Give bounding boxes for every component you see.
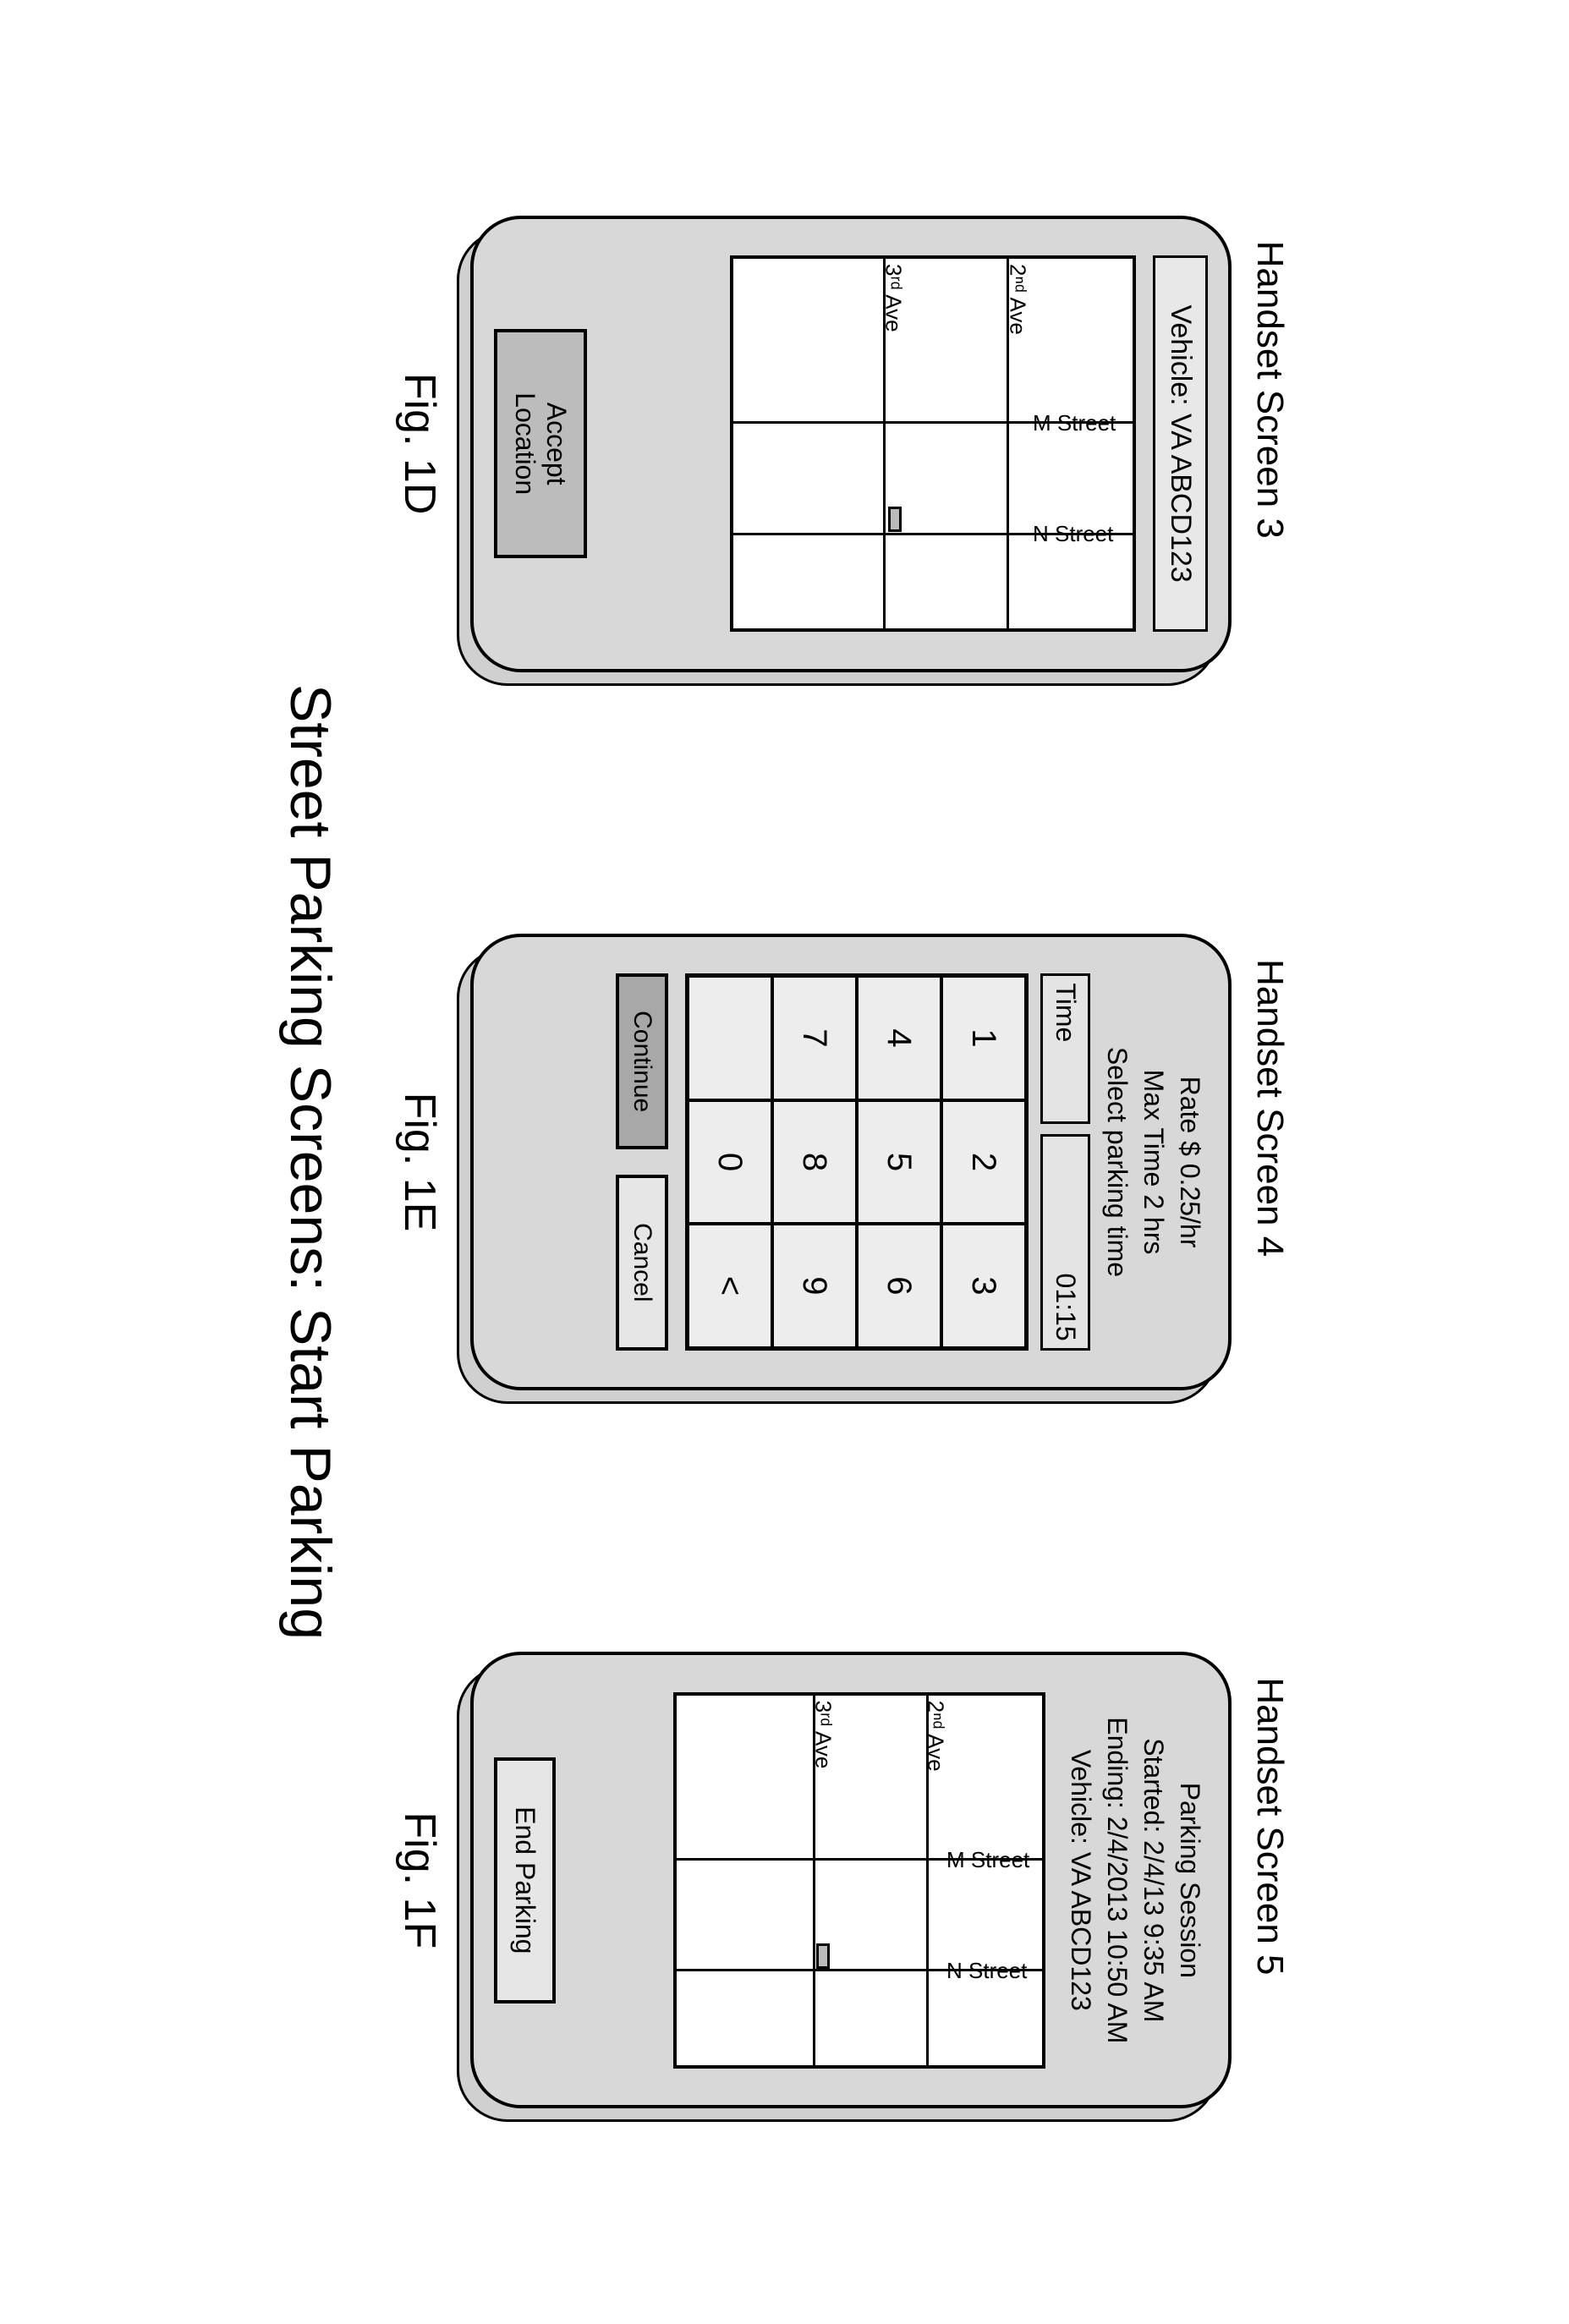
screen-3-title: Handset Screen 3: [1249, 241, 1292, 539]
time-value[interactable]: 01:15: [1040, 1134, 1090, 1350]
key-backspace[interactable]: <: [688, 1224, 772, 1347]
end-parking-button[interactable]: End Parking: [495, 1757, 557, 2003]
key-1[interactable]: 1: [941, 976, 1026, 1099]
map-3[interactable]: 2ⁿᵈ Ave 3ʳᵈ Ave M Street N Street: [731, 255, 1137, 632]
device-4: Rate $ 0.25/hr Max Time 2 hrs Select par…: [471, 934, 1232, 1390]
key-9[interactable]: 9: [772, 1224, 857, 1347]
map5-street-label-1: M Street: [946, 1847, 1029, 1873]
key-7[interactable]: 7: [772, 976, 857, 1099]
map-5[interactable]: 2ⁿᵈ Ave 3ʳᵈ Ave M Street N Street: [673, 1692, 1045, 2069]
handset-screen-4: Handset Screen 4 Rate $ 0.25/hr Max Time…: [395, 934, 1292, 1390]
screen-4-title: Handset Screen 4: [1249, 959, 1292, 1257]
handset-screen-5: Handset Screen 5 Parking Session Started…: [395, 1652, 1292, 2108]
time-label: Time: [1040, 973, 1090, 1124]
session-ending: Ending: 2/4/2013 10:50 AM: [1099, 1717, 1135, 2043]
fig-1e-label: Fig. 1E: [395, 1093, 446, 1232]
map5-ave-label-2: 3ʳᵈ Ave: [809, 1701, 836, 1769]
max-time-text: Max Time 2 hrs: [1135, 1070, 1171, 1255]
handset-screen-3: Handset Screen 3 Vehicle: VA ABCD123 2ⁿᵈ…: [395, 216, 1292, 672]
key-3[interactable]: 3: [941, 1224, 1026, 1347]
rate-text: Rate $ 0.25/hr: [1171, 1077, 1208, 1248]
screen-5-title: Handset Screen 5: [1249, 1677, 1292, 1975]
map-street-label-2: N Street: [1034, 521, 1114, 547]
map-ave-label-2: 3ʳᵈ Ave: [881, 264, 907, 332]
key-blank: [688, 976, 772, 1099]
key-0[interactable]: 0: [688, 1100, 772, 1224]
key-8[interactable]: 8: [772, 1100, 857, 1224]
map-street-label-1: M Street: [1034, 410, 1116, 436]
device-3: Vehicle: VA ABCD123 2ⁿᵈ Ave 3ʳᵈ Ave M St…: [471, 216, 1232, 672]
key-4[interactable]: 4: [857, 976, 941, 1099]
cancel-button[interactable]: Cancel: [616, 1175, 668, 1351]
session-vehicle: Vehicle: VA ABCD123: [1062, 1750, 1099, 2011]
map5-street-label-2: N Street: [946, 1958, 1027, 1984]
session-started: Started: 2/4/13 9:35 AM: [1135, 1738, 1171, 2022]
key-5[interactable]: 5: [857, 1100, 941, 1224]
keypad: 1 2 3 4 5 6 7 8 9 0 <: [685, 973, 1029, 1350]
accept-location-button[interactable]: Accept Location: [495, 329, 588, 558]
page-title: Street Parking Screens: Start Parking: [278, 34, 344, 2290]
fig-1f-label: Fig. 1F: [395, 1812, 446, 1949]
key-6[interactable]: 6: [857, 1224, 941, 1347]
key-2[interactable]: 2: [941, 1100, 1026, 1224]
map5-ave-label-1: 2ⁿᵈ Ave: [923, 1701, 949, 1772]
fig-1d-label: Fig. 1D: [395, 373, 446, 515]
car-marker5-icon: [816, 1943, 830, 1969]
car-marker-icon: [888, 507, 902, 532]
device-5: Parking Session Started: 2/4/13 9:35 AM …: [471, 1652, 1232, 2108]
map-ave-label-1: 2ⁿᵈ Ave: [1004, 264, 1030, 335]
continue-button[interactable]: Continue: [616, 973, 668, 1149]
select-time-text: Select parking time: [1099, 1047, 1135, 1277]
session-heading: Parking Session: [1171, 1783, 1208, 1978]
vehicle-field[interactable]: Vehicle: VA ABCD123: [1154, 255, 1209, 632]
